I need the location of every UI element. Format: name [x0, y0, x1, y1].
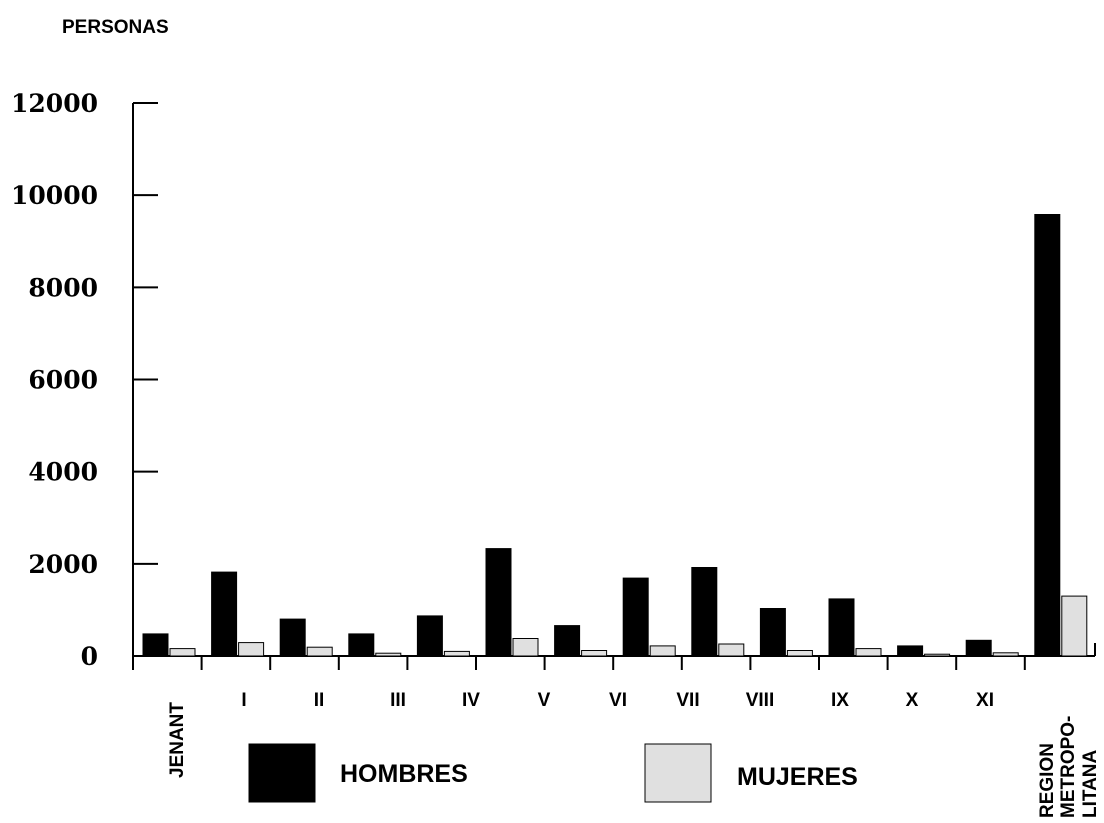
x-tick-label: REGION [1037, 743, 1058, 818]
bars [142, 214, 1088, 657]
x-tick-label: VIII [746, 690, 775, 711]
bar-mujeres [238, 642, 265, 657]
bar-hombres [828, 598, 855, 657]
x-tick-label: I [241, 690, 246, 711]
legend-label-hombres: HOMBRES [340, 760, 468, 788]
x-tick-label: JENANT [167, 702, 188, 778]
y-tick-label: 6000 [28, 366, 98, 395]
bar-mujeres [786, 650, 813, 657]
bar-hombres [1034, 214, 1061, 657]
bar-mujeres [649, 645, 676, 657]
bar-mujeres [581, 650, 608, 657]
y-tick-label: 8000 [28, 273, 98, 302]
legend-swatch-hombres [248, 743, 316, 803]
bar-hombres [691, 567, 718, 657]
y-unit-label: PERSONAS [62, 17, 169, 38]
bar-mujeres [718, 643, 745, 657]
x-tick-label: METROPO- [1058, 716, 1079, 818]
x-tick-label: III [390, 690, 406, 711]
legend-swatch-mujeres [644, 743, 712, 803]
bar-mujeres [375, 652, 402, 657]
bar-hombres [416, 615, 443, 657]
bar-mujeres [1061, 595, 1088, 657]
x-tick-label: LITANA [1080, 749, 1101, 818]
bar-hombres [211, 571, 238, 657]
legend-label-mujeres: MUJERES [737, 763, 858, 791]
bar-mujeres [443, 650, 470, 657]
bar-hombres [485, 548, 512, 657]
y-tick-label: 0 [81, 642, 98, 671]
bar-mujeres [855, 648, 882, 657]
bar-hombres [554, 625, 581, 657]
bar-mujeres [169, 648, 196, 657]
bar-hombres [348, 633, 375, 657]
y-tick-label: 10000 [11, 181, 98, 210]
x-tick-label: II [314, 690, 325, 711]
bar-mujeres [512, 638, 539, 657]
bar-hombres [965, 639, 992, 657]
bar-hombres [279, 618, 306, 657]
x-tick-label: VI [609, 690, 627, 711]
y-ticks: 0 2000 4000 6000 8000 10000 12000 [11, 89, 158, 671]
y-tick-label: 2000 [28, 550, 98, 579]
x-tick-label: VII [676, 690, 699, 711]
bar-hombres [759, 608, 786, 657]
y-tick-label: 4000 [28, 458, 98, 487]
bar-mujeres [306, 646, 333, 657]
bar-mujeres [924, 653, 951, 657]
bar-hombres [897, 645, 924, 657]
x-tick-label: V [538, 690, 551, 711]
x-tick-label: IX [831, 690, 849, 711]
bar-hombres [622, 577, 649, 657]
legend: HOMBRES MUJERES [248, 743, 858, 803]
x-tick-label: X [906, 690, 919, 711]
x-tick-label: IV [462, 690, 480, 711]
x-tick-label: XI [976, 690, 994, 711]
bar-hombres [142, 633, 169, 657]
bar-mujeres [992, 652, 1019, 657]
y-tick-label: 12000 [11, 89, 98, 118]
